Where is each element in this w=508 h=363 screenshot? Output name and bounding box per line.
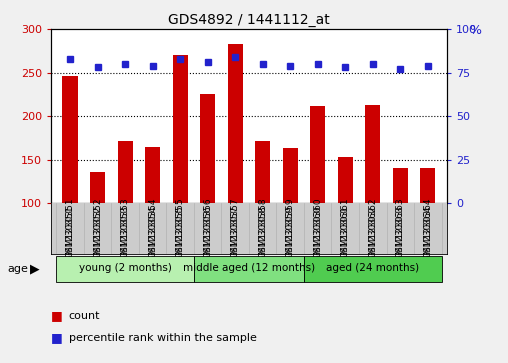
Text: percentile rank within the sample: percentile rank within the sample: [69, 333, 257, 343]
Text: GSM1230354: GSM1230354: [148, 206, 157, 266]
Text: GSM1230359: GSM1230359: [285, 206, 295, 266]
Bar: [310, 106, 325, 203]
Bar: [365, 105, 380, 203]
Text: GSM1230364: GSM1230364: [423, 206, 432, 266]
Bar: [194, 256, 304, 282]
Bar: [145, 147, 160, 203]
Text: GSM1230360: GSM1230360: [313, 206, 322, 266]
Text: GSM1230353: GSM1230353: [120, 206, 130, 266]
Text: aged (24 months): aged (24 months): [326, 263, 419, 273]
Bar: [173, 55, 187, 203]
Text: GSM1230356: GSM1230356: [203, 206, 212, 266]
Text: GSM1230355: GSM1230355: [176, 206, 184, 266]
Bar: [338, 157, 353, 203]
Bar: [90, 172, 105, 203]
Text: young (2 months): young (2 months): [79, 263, 172, 273]
Text: age: age: [8, 264, 28, 274]
Bar: [255, 140, 270, 203]
Text: GSM1230363: GSM1230363: [396, 206, 405, 266]
Bar: [62, 76, 78, 203]
Bar: [304, 256, 441, 282]
Text: middle aged (12 months): middle aged (12 months): [183, 263, 315, 273]
Text: GSM1230361: GSM1230361: [341, 206, 350, 266]
Text: ▶: ▶: [30, 262, 39, 275]
Bar: [228, 44, 243, 203]
Text: count: count: [69, 311, 100, 321]
Bar: [282, 147, 298, 203]
Text: GSM1230351: GSM1230351: [66, 206, 75, 266]
Title: GDS4892 / 1441112_at: GDS4892 / 1441112_at: [168, 13, 330, 26]
Text: ■: ■: [51, 309, 62, 322]
Text: GSM1230358: GSM1230358: [258, 206, 267, 266]
Text: ■: ■: [51, 331, 62, 344]
Text: GSM1230357: GSM1230357: [231, 206, 240, 266]
Bar: [420, 168, 435, 203]
Bar: [56, 256, 194, 282]
Y-axis label: %: %: [469, 24, 481, 37]
Text: GSM1230352: GSM1230352: [93, 206, 102, 266]
Bar: [117, 140, 133, 203]
Text: GSM1230362: GSM1230362: [368, 206, 377, 266]
Bar: [393, 168, 408, 203]
Bar: [200, 94, 215, 203]
